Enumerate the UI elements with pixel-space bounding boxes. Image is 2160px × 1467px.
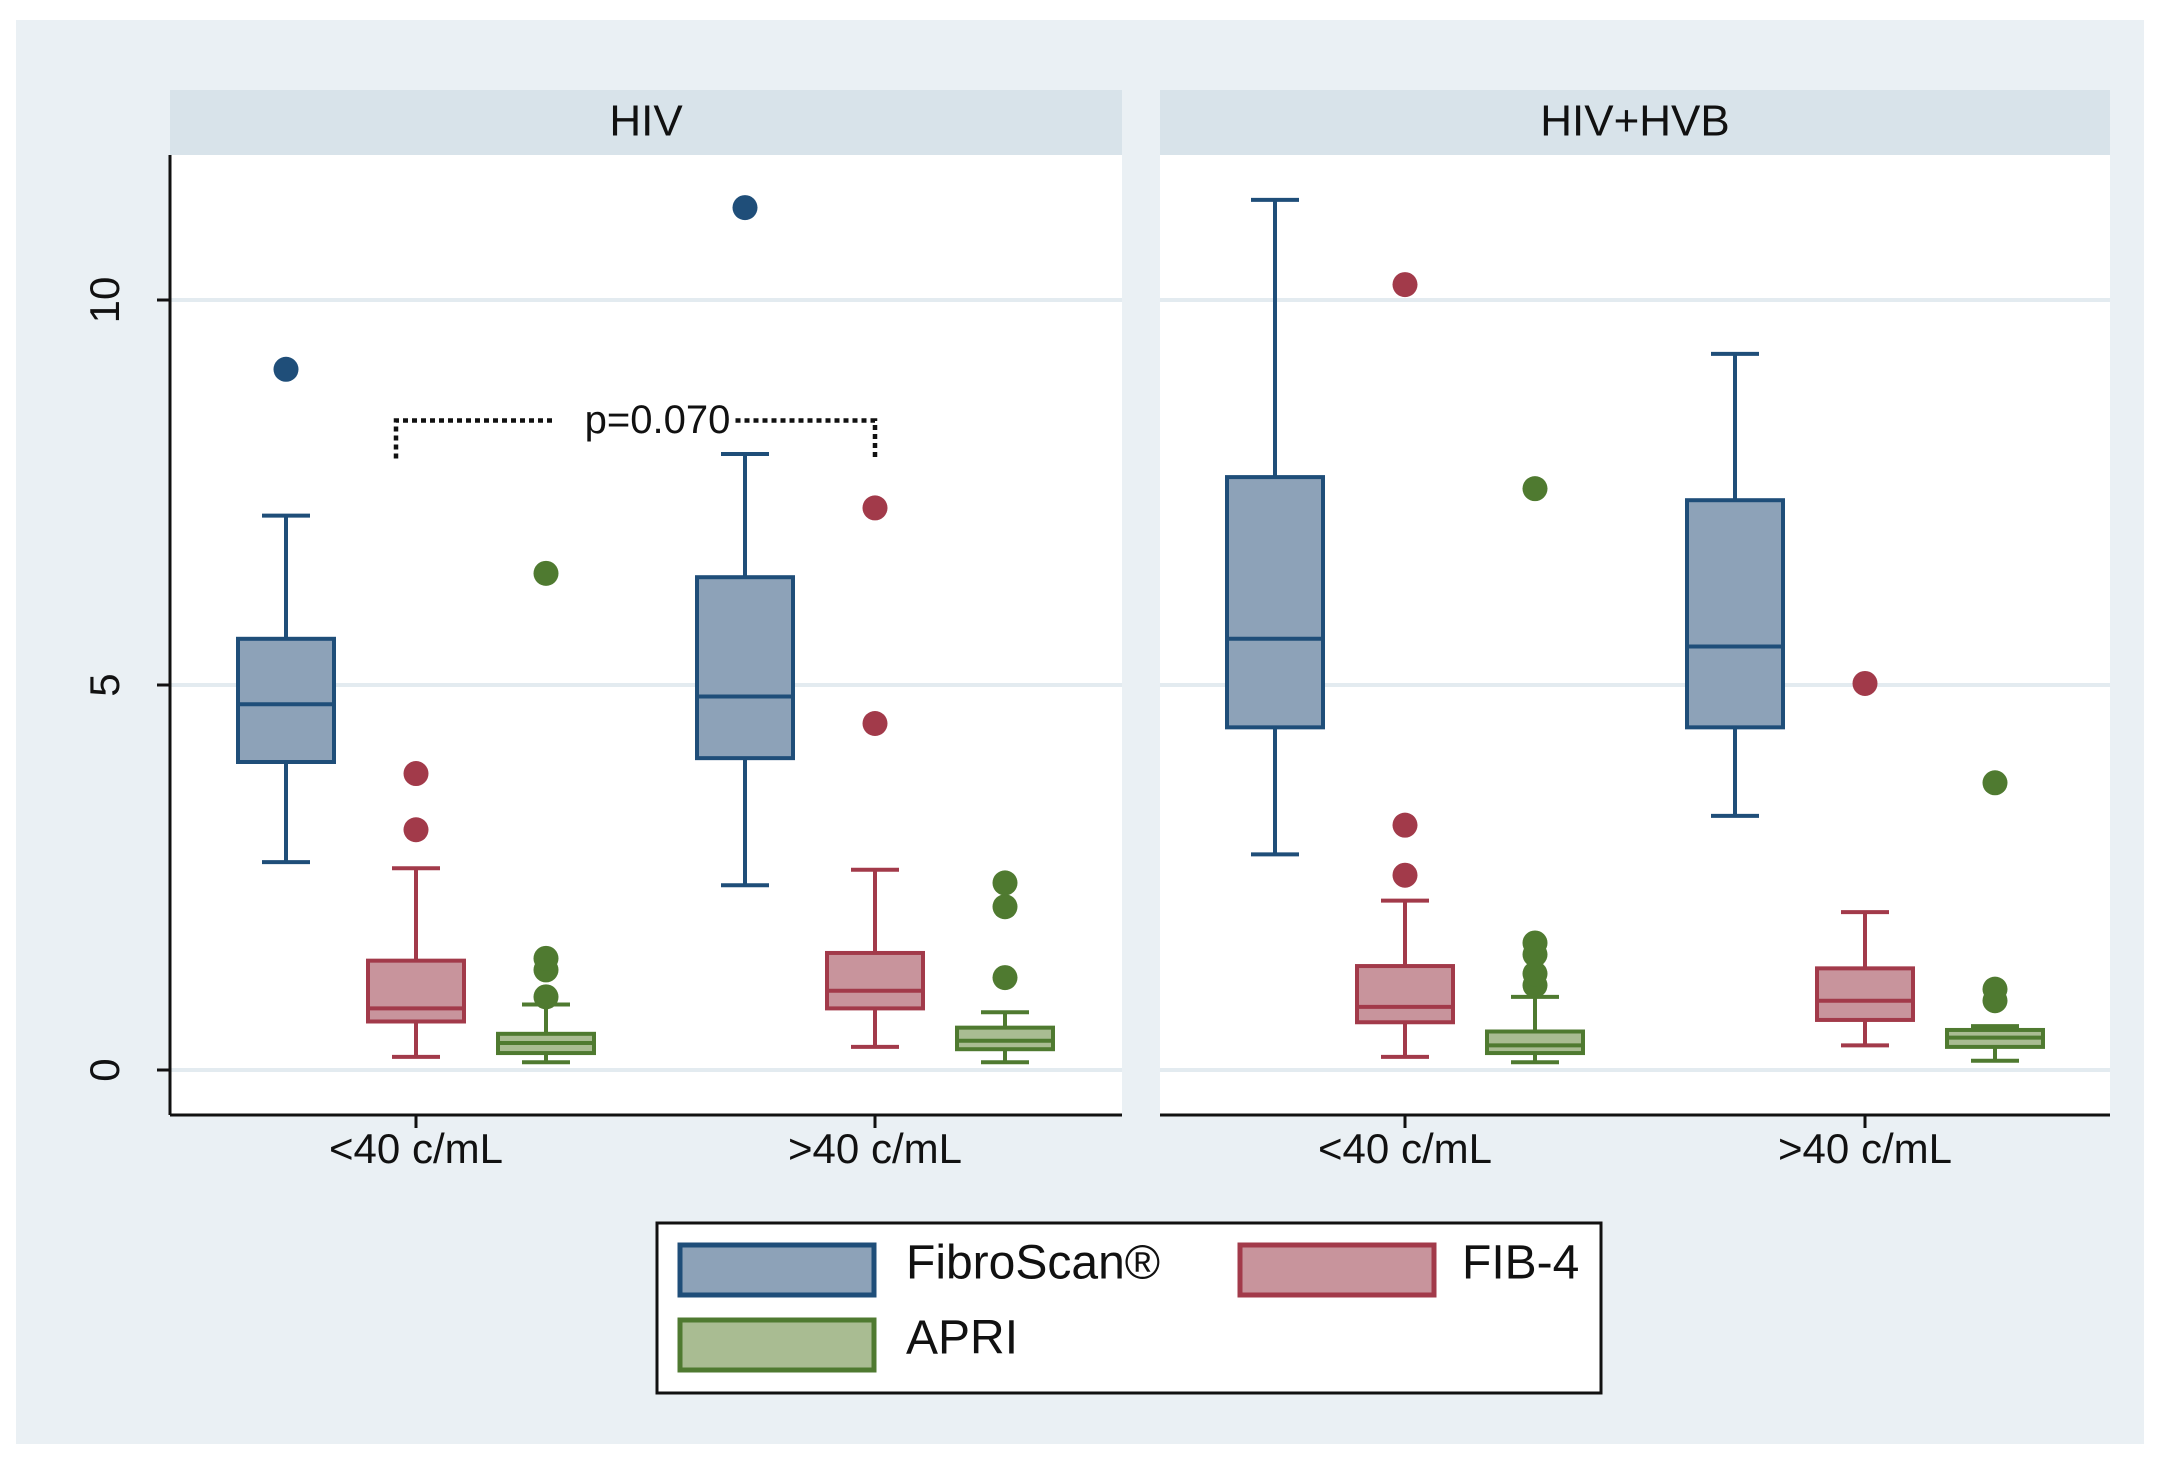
legend-label-fib4: FIB-4	[1462, 1237, 1579, 1290]
box-fib-4-p0-g0	[366, 761, 466, 1059]
legend-swatch-fib4	[1237, 1242, 1437, 1298]
outlier-point	[403, 817, 429, 843]
panel-hiv-header	[170, 90, 1122, 155]
panel-hiv-hvb-header	[1160, 90, 2110, 155]
iqr-box	[1355, 964, 1455, 1025]
outlier-point	[992, 965, 1018, 991]
box-fibroscan-p1-g1	[1685, 351, 1785, 818]
box-fib-4-p1-g0	[1355, 272, 1455, 1059]
annotations: p=0.070	[393, 398, 878, 459]
box-fibroscan-p1-g0	[1225, 197, 1325, 857]
legend: FibroScan® FIB-4 APRI	[655, 1221, 1603, 1395]
iqr-box	[366, 958, 466, 1024]
outlier-point	[992, 894, 1018, 920]
x-tick-label: <40 c/mL	[329, 1125, 503, 1172]
box-fib-4-p0-g1	[825, 495, 925, 1049]
box-apri-p1-g1	[1945, 770, 2045, 1063]
outlier-point	[533, 560, 559, 586]
axes: <40 c/mL >40 c/mL <40 c/mL >40 c/mL 0 5 10	[81, 155, 2110, 1172]
outlier-point	[992, 870, 1018, 896]
outlier-point	[1522, 961, 1548, 987]
panel-hiv-plot-area	[170, 155, 1122, 1115]
outlier-point	[1392, 812, 1418, 838]
p-value-annotation: p=0.070	[585, 398, 731, 442]
boxes	[236, 195, 2045, 1065]
iqr-box	[1225, 475, 1325, 730]
legend-label-apri: APRI	[906, 1312, 1018, 1365]
significance-bracket-left	[393, 418, 556, 459]
iqr-box	[695, 575, 795, 761]
y-tick-label: 0	[81, 1058, 128, 1081]
iqr-box	[1685, 498, 1785, 730]
legend-swatch-apri	[677, 1317, 877, 1373]
legend-label-fibroscan: FibroScan®	[906, 1237, 1160, 1290]
x-tick-label: <40 c/mL	[1318, 1125, 1492, 1172]
y-tick-label: 10	[81, 277, 128, 324]
outlier-point	[1392, 272, 1418, 298]
iqr-box	[1485, 1029, 1585, 1056]
panel-hiv-hvb-title: HIV+HVB	[1540, 97, 1730, 146]
x-tick-label: >40 c/mL	[1778, 1125, 1952, 1172]
outlier-point	[533, 945, 559, 971]
outlier-point	[533, 984, 559, 1010]
box-apri-p0-g1	[955, 870, 1055, 1065]
box-fib-4-p1-g1	[1815, 670, 1915, 1048]
outlier-point	[1522, 476, 1548, 502]
outlier-point	[1852, 670, 1878, 696]
iqr-box	[825, 950, 925, 1011]
outlier-point	[1982, 976, 2008, 1002]
legend-swatch-fibroscan	[677, 1242, 877, 1298]
outlier-point	[403, 761, 429, 787]
outlier-point	[1982, 770, 2008, 796]
box-fibroscan-p0-g0	[236, 356, 336, 865]
outlier-point	[273, 356, 299, 382]
iqr-box	[236, 636, 336, 764]
significance-bracket-right	[735, 418, 878, 459]
iqr-box	[1815, 966, 1915, 1022]
y-tick-label: 5	[81, 673, 128, 696]
outlier-point	[862, 711, 888, 736]
box-apri-p1-g0	[1485, 476, 1585, 1065]
outlier-point	[862, 495, 888, 521]
panel-hiv-title: HIV	[609, 97, 683, 146]
outlier-point	[1392, 862, 1418, 888]
box-apri-p0-g0	[496, 560, 596, 1065]
box-fibroscan-p0-g1	[695, 195, 795, 888]
iqr-box	[955, 1025, 1055, 1052]
outlier-point	[732, 195, 758, 221]
x-tick-label: >40 c/mL	[788, 1125, 962, 1172]
outlier-point	[1522, 930, 1548, 956]
